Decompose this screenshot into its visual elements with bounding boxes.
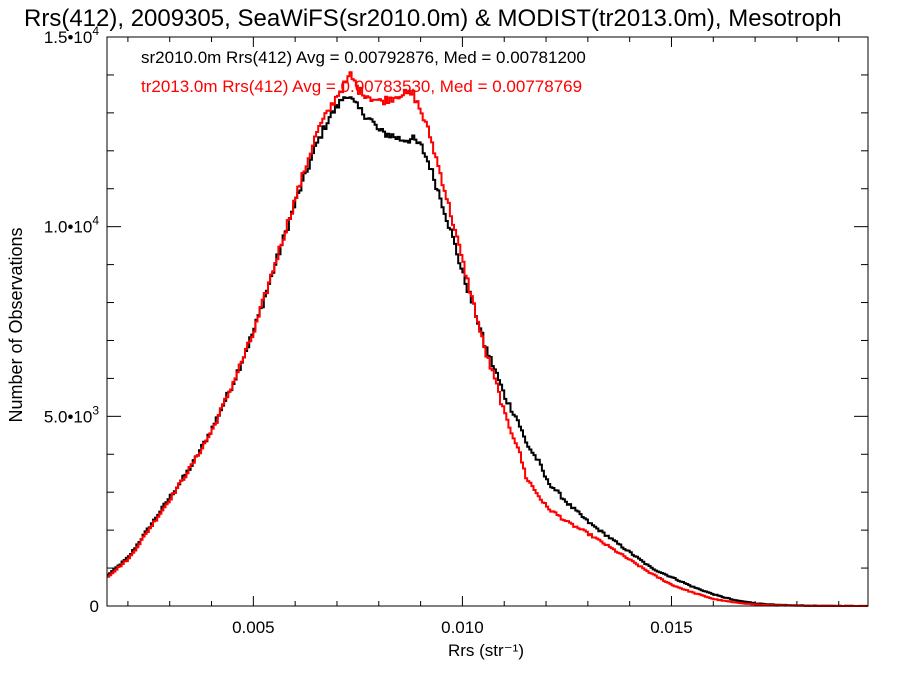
x-tick-label: 0.005 [232, 618, 275, 637]
y-tick-label: 5.0•103 [44, 403, 100, 426]
plot-frame [106, 36, 869, 607]
legend-entry-seawifs: sr2010.0m Rrs(412) Avg = 0.00792876, Med… [141, 48, 586, 67]
chart-title: Rrs(412), 2009305, SeaWiFS(sr2010.0m) & … [24, 5, 842, 32]
legend-entry-modist: tr2013.0m Rrs(412) Avg = 0.00783530, Med… [141, 77, 582, 96]
y-axis-label: Number of Observations [6, 227, 26, 422]
y-tick-label: 0 [90, 597, 99, 616]
series-line-seawifs [107, 96, 868, 607]
y-tick-label: 1.5•104 [44, 24, 100, 47]
y-tick-label: 1.0•104 [44, 214, 100, 237]
series-line-modist [107, 71, 868, 607]
x-axis-label: Rrs (str⁻¹) [448, 641, 524, 660]
x-tick-label: 0.010 [441, 618, 484, 637]
x-tick-label: 0.015 [650, 618, 693, 637]
